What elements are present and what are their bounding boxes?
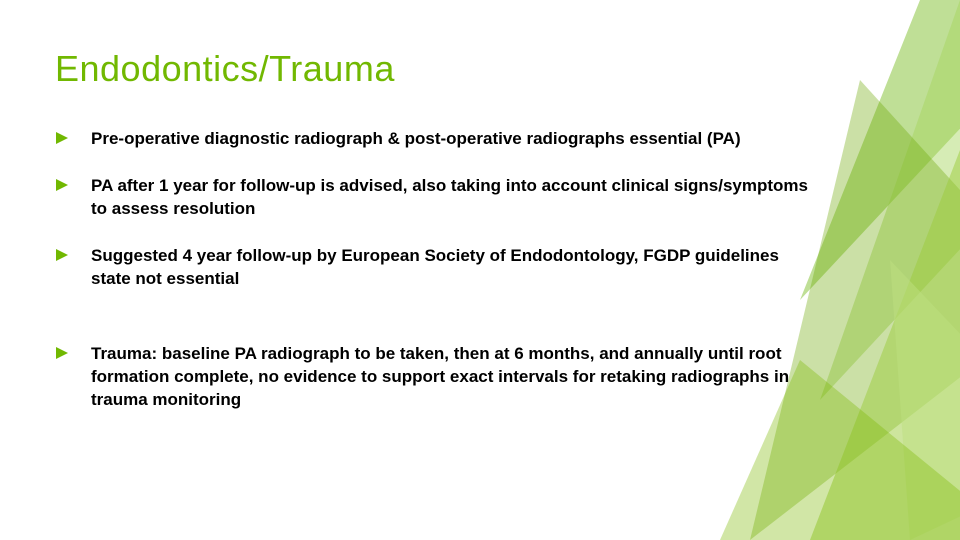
bullet-text: PA after 1 year for follow-up is advised… [91,175,815,221]
list-item: Trauma: baseline PA radiograph to be tak… [55,343,815,412]
list-item: Pre-operative diagnostic radiograph & po… [55,128,815,151]
bullet-text: Suggested 4 year follow-up by European S… [91,245,815,291]
slide-title: Endodontics/Trauma [55,48,395,90]
bullet-icon [55,131,79,150]
list-item: Suggested 4 year follow-up by European S… [55,245,815,291]
slide: Endodontics/Trauma Pre-operative diagnos… [0,0,960,540]
bullet-icon [55,346,79,365]
bullet-text: Trauma: baseline PA radiograph to be tak… [91,343,815,412]
list-item: PA after 1 year for follow-up is advised… [55,175,815,221]
bullet-icon [55,178,79,197]
bullet-icon [55,248,79,267]
bullet-text: Pre-operative diagnostic radiograph & po… [91,128,741,151]
bullet-list: Pre-operative diagnostic radiograph & po… [55,128,815,436]
